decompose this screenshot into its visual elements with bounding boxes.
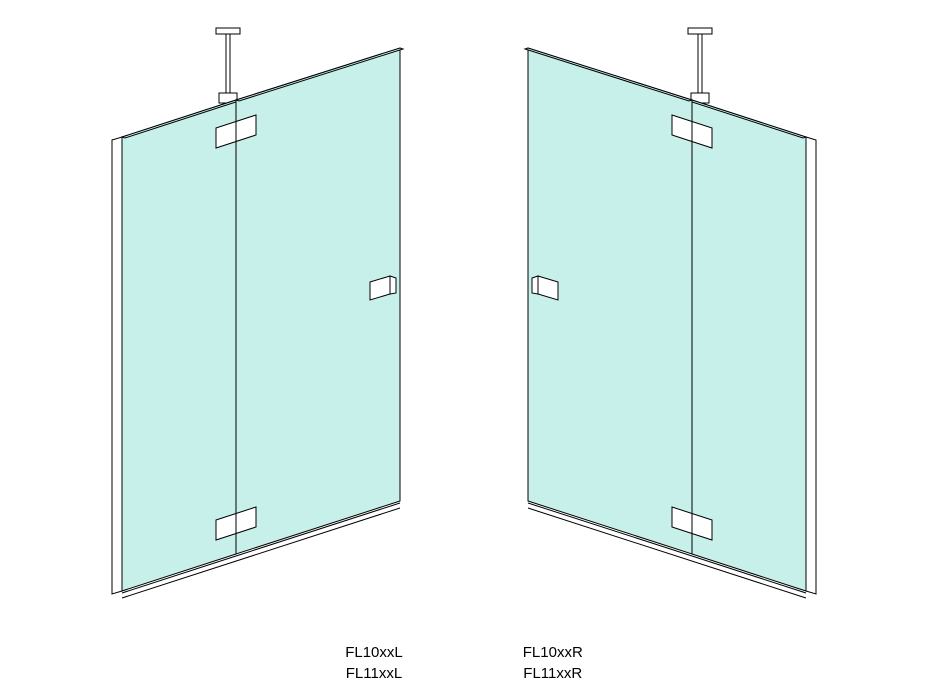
fixed-glass-right	[692, 100, 806, 591]
right-labels: FL10xxR FL11xxR	[523, 642, 583, 684]
labels-row: FL10xxL FL11xxL FL10xxR FL11xxR	[0, 630, 928, 684]
left-label-2: FL11xxL	[345, 663, 403, 684]
fixed-glass-left	[122, 100, 236, 591]
right-label-2: FL11xxR	[523, 663, 583, 684]
right-panel-wrap	[484, 20, 864, 620]
right-panel-svg	[484, 20, 864, 620]
left-panel-wrap	[64, 20, 444, 620]
wall-profile-left	[112, 137, 122, 594]
left-panel-svg	[64, 20, 444, 620]
ceiling-bracket-right	[688, 28, 712, 103]
left-label-1: FL10xxL	[345, 642, 403, 663]
door-glass-right	[528, 48, 692, 554]
left-labels: FL10xxL FL11xxL	[345, 642, 403, 684]
door-glass-left	[236, 48, 400, 554]
ceiling-bracket-left	[216, 28, 240, 103]
wall-profile-right	[806, 137, 816, 594]
right-label-1: FL10xxR	[523, 642, 583, 663]
diagram-container	[0, 0, 928, 620]
